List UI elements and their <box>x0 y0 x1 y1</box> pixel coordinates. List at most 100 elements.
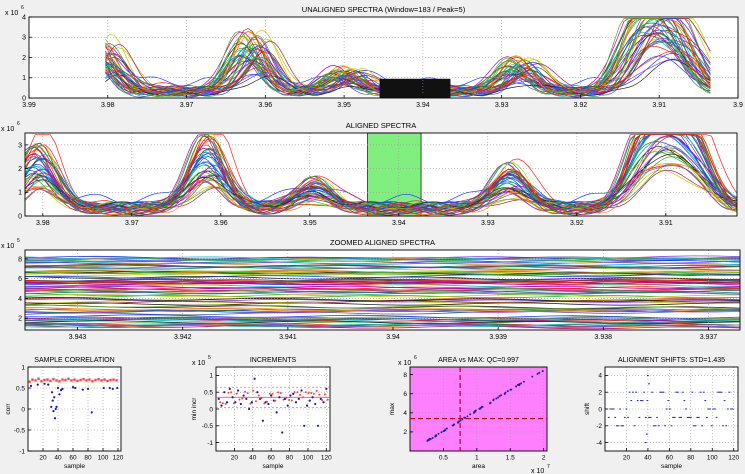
increment-red-point <box>227 391 230 394</box>
shift-point <box>614 416 617 418</box>
increment-point <box>314 402 317 406</box>
correlation-mean-point <box>115 379 118 382</box>
shift-point <box>623 416 626 418</box>
correlation-mean-point <box>52 377 55 381</box>
x-tick-label: 3.937 <box>700 334 718 341</box>
spectrum-line <box>25 287 740 293</box>
shift-point <box>697 416 700 418</box>
chart-title: UNALIGNED SPECTRA (Window=183 / Peak=5) <box>302 5 466 14</box>
increment-red-point <box>296 391 299 394</box>
x-axis-label: sample <box>263 463 284 470</box>
area-max-point <box>509 388 512 391</box>
y-tick-label: 8 <box>18 256 22 263</box>
x-tick-label: 3.97 <box>180 102 194 109</box>
area-max-point <box>518 383 521 386</box>
y-exponent-power: 6 <box>17 121 20 127</box>
shift-point <box>622 425 625 427</box>
increment-point <box>228 387 231 390</box>
correlation-point <box>81 388 84 391</box>
area-max-point <box>531 375 534 378</box>
spectrum-line <box>25 323 740 328</box>
correlation-mean-point <box>109 378 112 382</box>
correlation-mean-point <box>82 377 85 381</box>
shift-point <box>652 425 655 427</box>
area-max-point <box>453 423 456 426</box>
correlation-point <box>58 393 61 396</box>
x-tick-label: 3.91 <box>652 102 666 109</box>
y-tick-label: 4 <box>403 410 407 417</box>
y-axis-label: max <box>389 402 396 415</box>
increment-point <box>231 396 234 399</box>
spectrum-line <box>25 146 737 209</box>
x-tick-label: 3.938 <box>595 334 613 341</box>
increment-point <box>217 397 220 401</box>
axes-box <box>28 16 739 99</box>
area-max-point <box>536 372 539 375</box>
y-tick-label: 0.5 <box>204 389 213 396</box>
y-tick-label: -1 <box>207 440 213 447</box>
x-tick-label: 3.98 <box>36 220 50 227</box>
x-tick-label: 3.94 <box>386 334 400 341</box>
increment-red-point <box>249 402 252 405</box>
correlation-point <box>61 387 64 390</box>
shift-point <box>660 391 663 393</box>
correlation-point <box>86 387 90 390</box>
chart-title: ZOOMED ALIGNED SPECTRA <box>330 238 435 247</box>
area-max-point <box>469 413 472 416</box>
y-tick-label: 1 <box>21 364 25 371</box>
area-max-point <box>479 407 482 410</box>
area-max-point <box>497 396 500 399</box>
y-exponent-label: x 10 <box>5 10 18 17</box>
correlation-mean-point <box>76 379 79 383</box>
x-tick-label: 3.943 <box>69 334 87 341</box>
shift-point <box>641 400 644 402</box>
y-tick-label: 0.5 <box>16 385 25 392</box>
x-tick-label: 3.95 <box>337 102 351 109</box>
shift-point <box>672 416 675 418</box>
increment-point <box>247 407 251 411</box>
correlation-mean-point <box>49 379 52 383</box>
shift-point <box>644 416 647 418</box>
series-group <box>25 134 737 216</box>
shift-point <box>654 425 657 427</box>
increment-red-point <box>235 392 238 395</box>
x-tick-label: 60 <box>666 455 674 462</box>
increment-point <box>261 419 264 422</box>
y-tick-label: 0 <box>21 406 25 413</box>
shift-point <box>704 400 707 402</box>
shift-point <box>691 391 694 393</box>
increment-point <box>319 397 322 401</box>
y-exponent-label: x 10 <box>1 243 14 250</box>
y-tick-label: 1 <box>209 373 213 380</box>
x-tick-label: 80 <box>84 455 92 462</box>
area-max-point <box>445 427 448 430</box>
correlation-mean-point <box>37 377 40 380</box>
correlation-point <box>111 387 114 390</box>
x-tick-label: 80 <box>286 455 294 462</box>
area-max-point <box>459 419 462 422</box>
correlation-point <box>116 386 119 390</box>
area-max-point <box>520 382 523 385</box>
area-max-point <box>444 428 447 431</box>
area-max-point <box>500 394 503 397</box>
correlation-mean-point <box>58 380 61 383</box>
spectrum-line <box>25 314 740 319</box>
shift-point <box>686 416 689 418</box>
axes-box <box>24 249 741 331</box>
y-tick-label: 0 <box>18 213 22 220</box>
spectrum-line <box>25 297 740 303</box>
increment-red-point <box>277 391 280 394</box>
window-marker <box>379 78 451 98</box>
increment-red-point <box>323 393 326 396</box>
spectrum-line <box>25 260 740 264</box>
shift-point <box>712 408 715 410</box>
spectrum-line <box>25 279 740 284</box>
correlation-point <box>47 383 50 386</box>
spectrum-line <box>25 285 740 290</box>
shift-point <box>696 416 699 418</box>
increment-point <box>316 424 320 427</box>
x-tick-label: 0.5 <box>439 455 448 462</box>
chart-5: 20 40 60 80 100 120 -1 -0.5 0 0.5 1 INCREMENTS sampl… <box>191 355 332 470</box>
shift-point <box>646 400 649 402</box>
increment-red-point <box>304 391 307 394</box>
